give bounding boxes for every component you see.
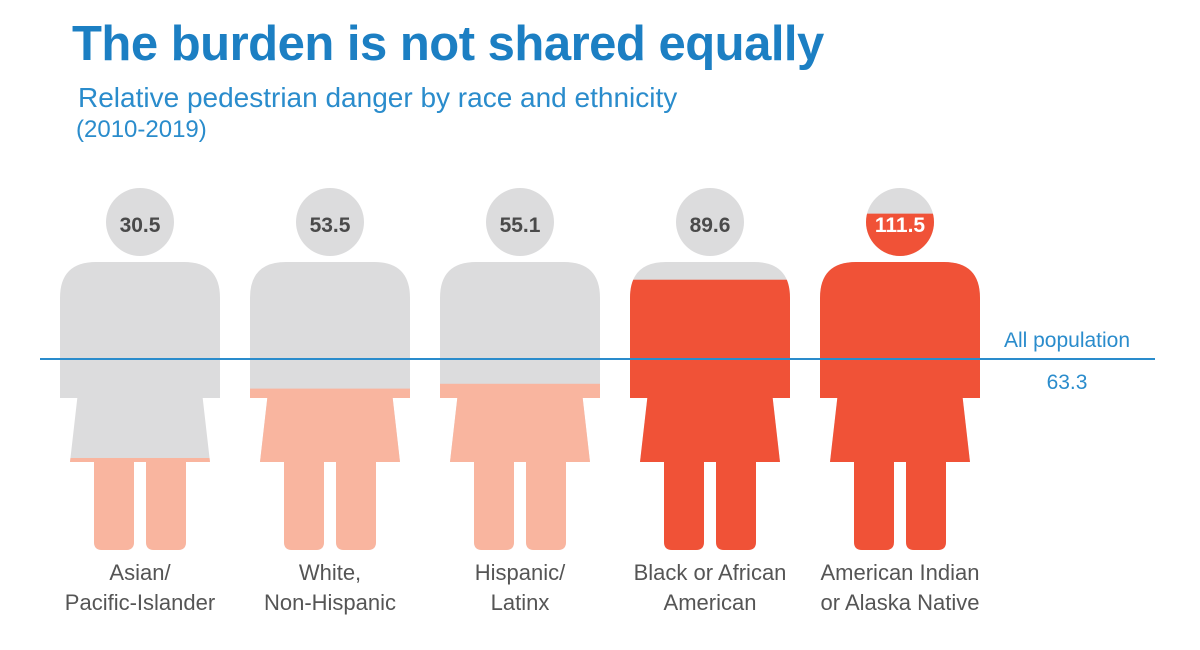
value-fill-3 [440, 383, 600, 550]
value-label-5: 111.5 [875, 214, 926, 237]
reference-label: All population [1004, 329, 1130, 352]
period-label: (2010-2019) [76, 116, 207, 143]
value-fill-5 [820, 213, 980, 550]
category-label-5-line-2: or Alaska Native [821, 590, 980, 615]
value-fill-2 [250, 388, 410, 550]
category-label-5-line-1: American Indian [821, 560, 980, 585]
reference-group: All population 63.3 [40, 329, 1155, 394]
category-label-4-line-1: Black or African [634, 560, 787, 585]
category-label-3-line-2: Latinx [491, 590, 550, 615]
category-label-2-line-1: White, [299, 560, 361, 585]
category-label-4-line-2: American [664, 590, 757, 615]
value-label-2: 53.5 [310, 214, 351, 237]
category-label-1-line-1: Asian/ [109, 560, 171, 585]
value-fill-1 [60, 457, 220, 550]
page-subtitle: Relative pedestrian danger by race and e… [78, 82, 678, 113]
category-label-1-line-2: Pacific-Islander [65, 590, 215, 615]
category-labels-group: Asian/Pacific-Islander White, Non-Hispanic… [65, 560, 980, 615]
value-label-3: 55.1 [500, 214, 541, 237]
value-label-4: 89.6 [690, 214, 731, 237]
figures-group: 30.5 53.5 55.1 89.6 111.5 [60, 188, 980, 550]
category-label-3-line-1: Hispanic/ [475, 560, 566, 585]
value-label-1: 30.5 [120, 214, 161, 237]
category-label-2-line-2: Non-Hispanic [264, 590, 396, 615]
value-fill-4 [630, 279, 790, 550]
page-title: The burden is not shared equally [72, 17, 824, 71]
reference-value: 63.3 [1047, 371, 1088, 394]
